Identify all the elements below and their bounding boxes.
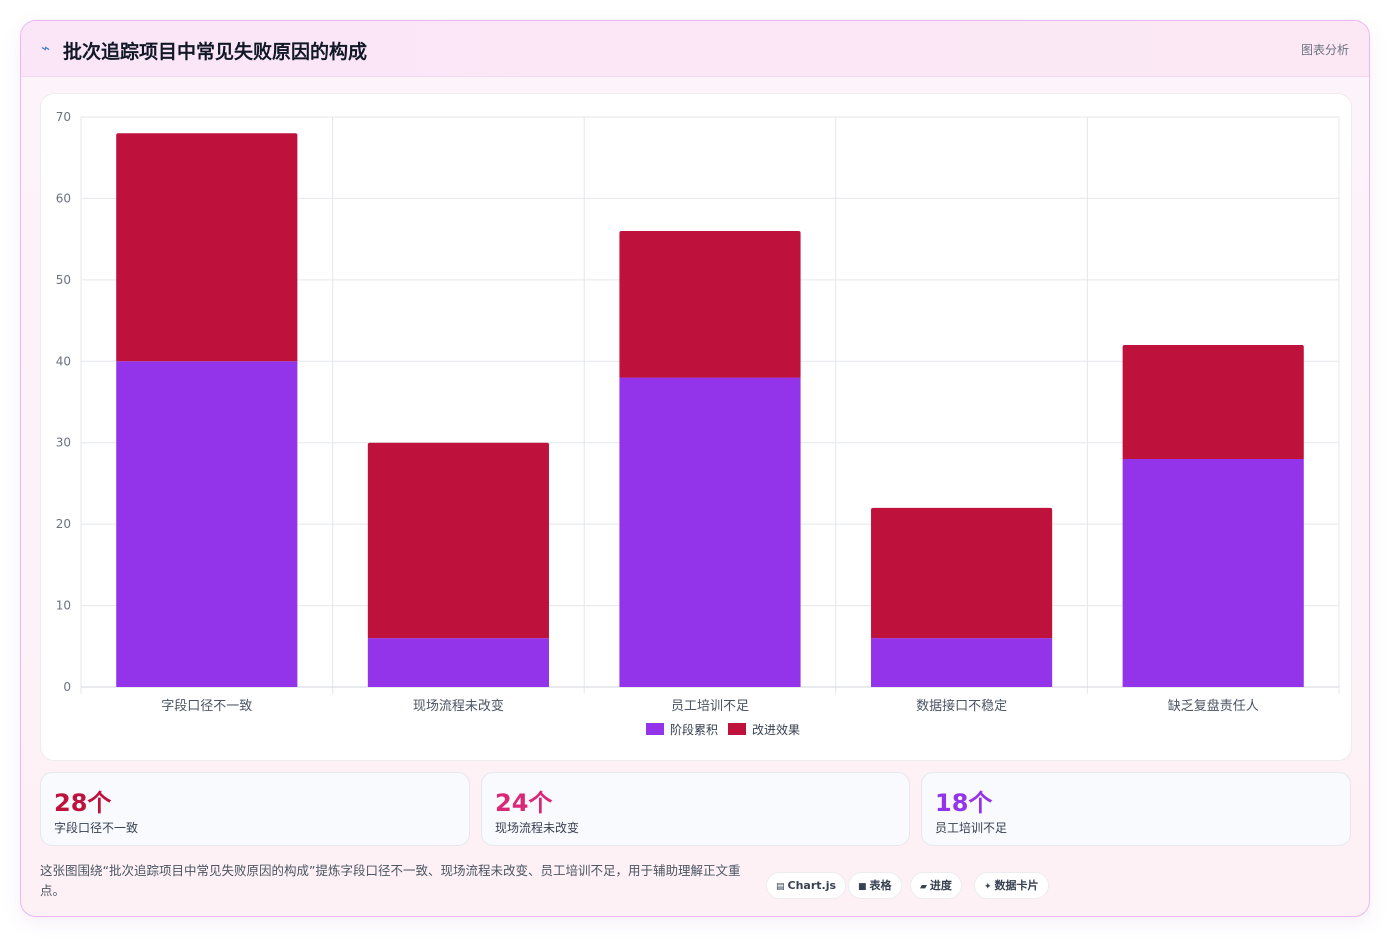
chip-data-card[interactable]: ✦ 数据卡片 bbox=[974, 872, 1049, 899]
card-header: ⌁ 批次追踪项目中常见失败原因的构成 图表分析 bbox=[21, 21, 1369, 77]
bar-segment bbox=[116, 133, 298, 362]
stat-card-1: 28个 字段口径不一致 bbox=[40, 772, 470, 846]
card-title: 批次追踪项目中常见失败原因的构成 bbox=[63, 41, 368, 63]
stacked-bar-chart: 0 10 20 30 40 50 60 70 字段口径不一致 现场流程未改变 员工培训不足 数据接口不… bbox=[56, 110, 1340, 737]
chart-line-icon: ⌁ bbox=[41, 39, 51, 57]
x-tick-label: 数据接口不稳定 bbox=[916, 698, 1007, 714]
card-tag: 图表分析 bbox=[1300, 43, 1349, 57]
y-tick-label: 60 bbox=[56, 191, 71, 205]
stat-label: 现场流程未改变 bbox=[495, 821, 580, 835]
chip-progress[interactable]: ▰ 进度 bbox=[910, 872, 962, 899]
x-tick-label: 现场流程未改变 bbox=[413, 698, 504, 714]
bar-segment bbox=[619, 377, 801, 687]
stat-label: 字段口径不一致 bbox=[54, 821, 139, 835]
y-tick-label: 0 bbox=[63, 680, 71, 694]
chart-card: ⌁ 批次追踪项目中常见失败原因的构成 图表分析 0 10 20 30 40 50 60 70 字… bbox=[20, 20, 1370, 917]
bar-segment bbox=[1122, 345, 1304, 459]
y-tick-label: 20 bbox=[56, 517, 71, 531]
bar-segment bbox=[367, 442, 549, 639]
bar-segment bbox=[871, 638, 1053, 687]
y-tick-label: 10 bbox=[56, 599, 71, 613]
y-tick-label: 50 bbox=[56, 273, 71, 287]
legend-swatch bbox=[646, 723, 664, 735]
progress-icon: ▰ bbox=[920, 882, 927, 892]
table-icon: ■ bbox=[858, 882, 867, 892]
x-tick-label: 员工培训不足 bbox=[671, 698, 749, 714]
legend-label: 阶段累积 bbox=[670, 722, 718, 737]
legend-swatch bbox=[728, 723, 746, 735]
y-tick-label: 70 bbox=[56, 110, 71, 124]
y-tick-label: 30 bbox=[56, 436, 71, 450]
x-tick-label: 字段口径不一致 bbox=[161, 699, 252, 714]
stat-value: 28个 bbox=[54, 789, 112, 817]
bar-segment bbox=[619, 231, 801, 378]
stat-label: 员工培训不足 bbox=[935, 821, 1008, 835]
chip-chartjs[interactable]: ▤ Chart.js bbox=[766, 872, 847, 899]
bar-segment bbox=[116, 361, 298, 687]
x-tick-label: 缺乏复盘责任人 bbox=[1168, 698, 1259, 714]
bar-segment bbox=[367, 638, 549, 687]
chart-panel: 0 10 20 30 40 50 60 70 字段口径不一致 现场流程未改变 员工培训不足 数据接口不… bbox=[40, 93, 1352, 761]
chart-icon: ▤ bbox=[776, 882, 785, 892]
stat-card-2: 24个 现场流程未改变 bbox=[481, 772, 910, 846]
stat-card-3: 18个 员工培训不足 bbox=[921, 772, 1351, 846]
chip-table[interactable]: ■ 表格 bbox=[848, 872, 902, 899]
bar-segment bbox=[871, 507, 1053, 639]
card-icon: ✦ bbox=[984, 882, 992, 892]
chart-footnote: 这张图围绕“批次追踪项目中常见失败原因的构成”提炼字段口径不一致、现场流程未改变… bbox=[40, 863, 741, 898]
stat-value: 18个 bbox=[935, 789, 993, 817]
bar-segment bbox=[1122, 459, 1304, 687]
legend-label: 改进效果 bbox=[752, 722, 800, 737]
stat-value: 24个 bbox=[495, 789, 553, 817]
y-tick-label: 40 bbox=[56, 354, 71, 368]
